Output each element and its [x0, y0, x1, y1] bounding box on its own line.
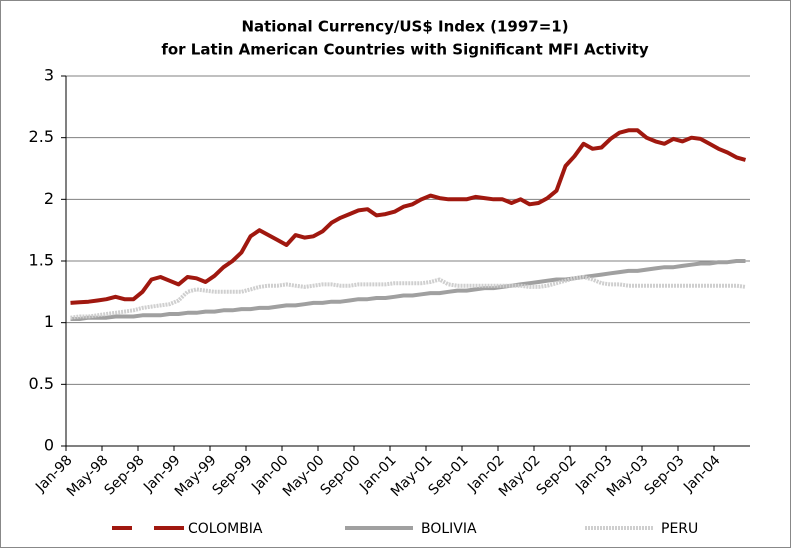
- y-tick-label: 1.5: [29, 251, 54, 270]
- y-tick-label: 3: [44, 66, 54, 85]
- legend-label: BOLIVIA: [421, 521, 477, 537]
- legend-label: PERU: [661, 521, 698, 537]
- series-line: [70, 128, 747, 305]
- chart-title: National Currency/US$ Index (1997=1): [241, 18, 568, 36]
- chart-title: for Latin American Countries with Signif…: [161, 41, 649, 59]
- legend-label: COLOMBIA: [188, 521, 263, 537]
- y-tick-label: 2.5: [29, 127, 54, 146]
- y-tick-label: 1: [44, 312, 54, 331]
- y-tick-label: 0: [44, 436, 54, 455]
- y-tick-label: 0.5: [29, 374, 54, 393]
- series-line: [70, 259, 746, 321]
- series-line: [70, 275, 746, 320]
- y-tick-label: 2: [44, 189, 54, 208]
